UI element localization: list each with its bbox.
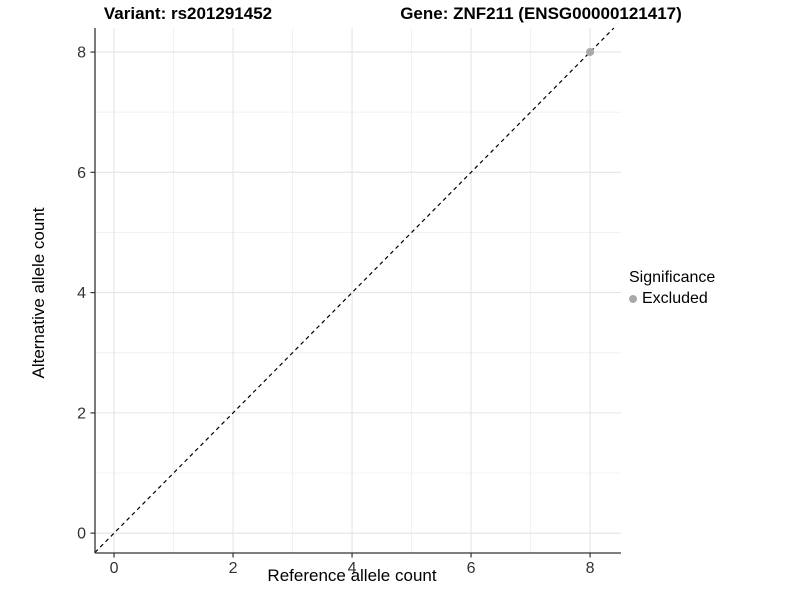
- legend-title: Significance: [629, 269, 716, 286]
- x-tick-label: 0: [110, 560, 119, 577]
- x-tick-label: 6: [467, 560, 476, 577]
- y-axis-title: Alternative allele count: [29, 207, 48, 379]
- data-point-excluded: [586, 48, 595, 57]
- legend-item-label: Excluded: [642, 290, 708, 307]
- plot-title-gene: Gene: ZNF211 (ENSG00000121417): [400, 4, 682, 23]
- legend-item-excluded: Excluded: [629, 290, 715, 308]
- identity-line: [94, 27, 615, 553]
- y-tick-label: 4: [77, 285, 86, 302]
- x-tick-label: 4: [348, 560, 357, 577]
- x-axis-title: Reference allele count: [267, 566, 437, 585]
- y-tick-label: 6: [77, 165, 86, 182]
- y-tick-label: 8: [77, 45, 86, 62]
- plot-title-variant: Variant: rs201291452: [103, 4, 273, 23]
- y-tick-label: 0: [77, 526, 86, 543]
- x-tick-label: 2: [229, 560, 238, 577]
- x-tick-label: 8: [586, 560, 595, 577]
- legend: Significance Excluded: [629, 269, 715, 308]
- y-tick-label: 2: [77, 405, 86, 422]
- legend-point-icon: [629, 295, 637, 303]
